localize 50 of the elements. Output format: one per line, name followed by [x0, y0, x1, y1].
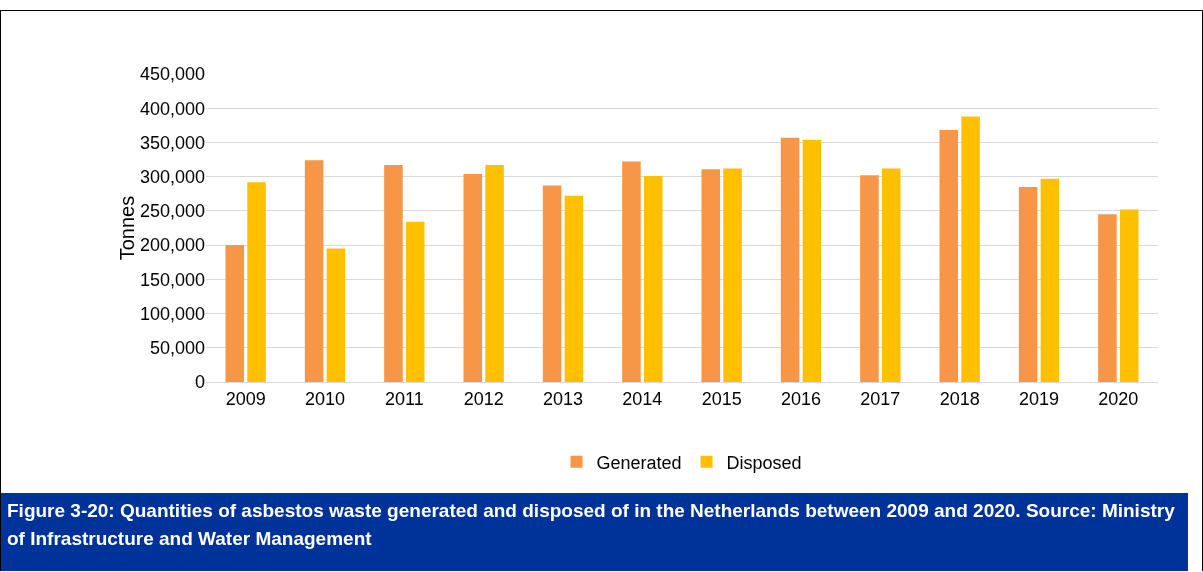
x-tick-label: 2010 [304, 388, 346, 409]
y-tick-label: 100,000 [139, 303, 205, 324]
bar [564, 195, 584, 382]
y-tick-label: 50,000 [149, 338, 205, 359]
y-tick-label: 150,000 [139, 269, 205, 290]
x-tick-label: 2015 [701, 388, 742, 409]
x-tick-label: 2020 [1098, 388, 1139, 409]
y-tick-label: 400,000 [139, 98, 205, 119]
bar [463, 173, 483, 382]
bar [542, 185, 562, 382]
y-tick-label: 450,000 [139, 64, 205, 85]
bar [961, 116, 980, 382]
bar [304, 160, 324, 382]
bar [247, 182, 266, 382]
bar [939, 130, 959, 382]
legend-label: Disposed [726, 452, 802, 473]
bar [860, 175, 879, 382]
y-tick-label: 200,000 [139, 235, 205, 256]
bar [622, 161, 641, 382]
y-axis-title: Tonnes [115, 195, 138, 261]
caption: Figure 3-20: Quantities of asbestos waste generated and disposed of in the Netherlands between 2009 and 2020. Source: Ministry of Infrastructure and Water Management [1, 493, 1188, 571]
y-tick-label: 250,000 [139, 201, 205, 222]
y-tick-label: 300,000 [139, 166, 205, 187]
legend-label: Generated [596, 452, 682, 473]
bar [225, 245, 245, 382]
bar [881, 168, 901, 382]
bar [780, 137, 800, 382]
bar [405, 221, 425, 382]
x-tick-label: 2016 [780, 388, 822, 409]
bar [326, 248, 346, 382]
bar [1119, 209, 1139, 382]
bar [1040, 178, 1060, 382]
bar [1018, 186, 1038, 382]
x-tick-label: 2017 [860, 388, 901, 409]
x-tick-label: 2013 [542, 388, 584, 409]
x-tick-label: 2012 [463, 388, 504, 409]
x-tick-label: 2019 [1018, 388, 1060, 409]
x-tick-label: 2014 [622, 388, 663, 409]
x-tick-label: 2018 [939, 388, 980, 409]
bar [643, 175, 663, 382]
bar [723, 168, 742, 382]
x-tick-label: 2011 [384, 388, 424, 409]
y-tick-label: 0 [194, 372, 205, 393]
bar [485, 165, 504, 382]
bar [701, 169, 721, 382]
x-tick-label: 2009 [225, 388, 266, 409]
bar [384, 165, 403, 382]
y-tick-label: 350,000 [139, 132, 205, 153]
bar [802, 139, 822, 382]
bar [1098, 214, 1117, 382]
